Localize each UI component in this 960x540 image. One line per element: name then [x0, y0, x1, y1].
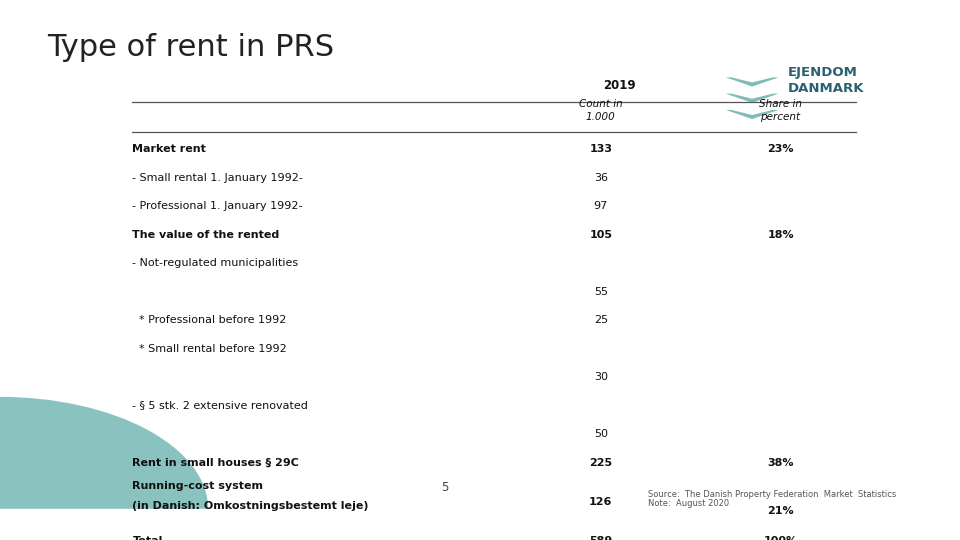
Text: 105: 105 [589, 230, 612, 240]
Text: Market rent: Market rent [132, 144, 206, 154]
Text: 97: 97 [593, 201, 608, 211]
Text: 30: 30 [594, 372, 608, 382]
Text: 2019: 2019 [604, 79, 636, 92]
Text: 18%: 18% [767, 230, 794, 240]
Text: 225: 225 [589, 457, 612, 468]
Text: 23%: 23% [767, 144, 794, 154]
Text: 5: 5 [441, 481, 448, 494]
Text: 21%: 21% [767, 505, 794, 516]
Text: Running-cost system: Running-cost system [132, 481, 263, 491]
Text: 133: 133 [589, 144, 612, 154]
Text: Rent in small houses § 29C: Rent in small houses § 29C [132, 457, 300, 468]
Text: 100%: 100% [763, 536, 798, 540]
Text: 50: 50 [594, 429, 608, 439]
Polygon shape [726, 77, 779, 86]
Polygon shape [726, 110, 779, 119]
Text: - § 5 stk. 2 extensive renovated: - § 5 stk. 2 extensive renovated [132, 401, 308, 410]
Text: - Not-regulated municipalities: - Not-regulated municipalities [132, 258, 299, 268]
Text: Share in
percent: Share in percent [759, 99, 802, 122]
Text: 589: 589 [589, 536, 612, 540]
Text: Note:  August 2020: Note: August 2020 [648, 499, 730, 508]
Text: * Small rental before 1992: * Small rental before 1992 [132, 343, 287, 354]
Text: 126: 126 [589, 497, 612, 507]
Text: EJENDOM: EJENDOM [788, 66, 858, 79]
Text: - Professional 1. January 1992-: - Professional 1. January 1992- [132, 201, 303, 211]
Polygon shape [726, 93, 779, 103]
Text: Count in
1.000: Count in 1.000 [579, 99, 623, 122]
Wedge shape [0, 397, 208, 509]
Text: (in Danish: Omkostningsbestemt leje): (in Danish: Omkostningsbestemt leje) [132, 501, 369, 511]
Text: Total: Total [132, 536, 163, 540]
Text: Source:  The Danish Property Federation  Market  Statistics: Source: The Danish Property Federation M… [648, 490, 897, 499]
Text: - Small rental 1. January 1992-: - Small rental 1. January 1992- [132, 173, 303, 183]
Text: 36: 36 [594, 173, 608, 183]
Text: * Professional before 1992: * Professional before 1992 [132, 315, 287, 325]
Text: Type of rent in PRS: Type of rent in PRS [47, 33, 334, 62]
Text: DANMARK: DANMARK [788, 82, 865, 94]
Text: The value of the rented: The value of the rented [132, 230, 279, 240]
Text: 25: 25 [593, 315, 608, 325]
Text: 55: 55 [594, 287, 608, 296]
Text: 38%: 38% [767, 457, 794, 468]
